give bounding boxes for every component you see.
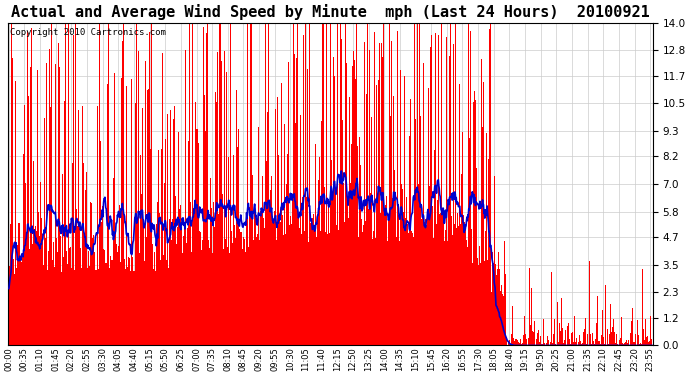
Title: Actual and Average Wind Speed by Minute  mph (Last 24 Hours)  20100921: Actual and Average Wind Speed by Minute … <box>11 4 650 20</box>
Text: Copyright 2010 Cartronics.com: Copyright 2010 Cartronics.com <box>10 28 166 37</box>
